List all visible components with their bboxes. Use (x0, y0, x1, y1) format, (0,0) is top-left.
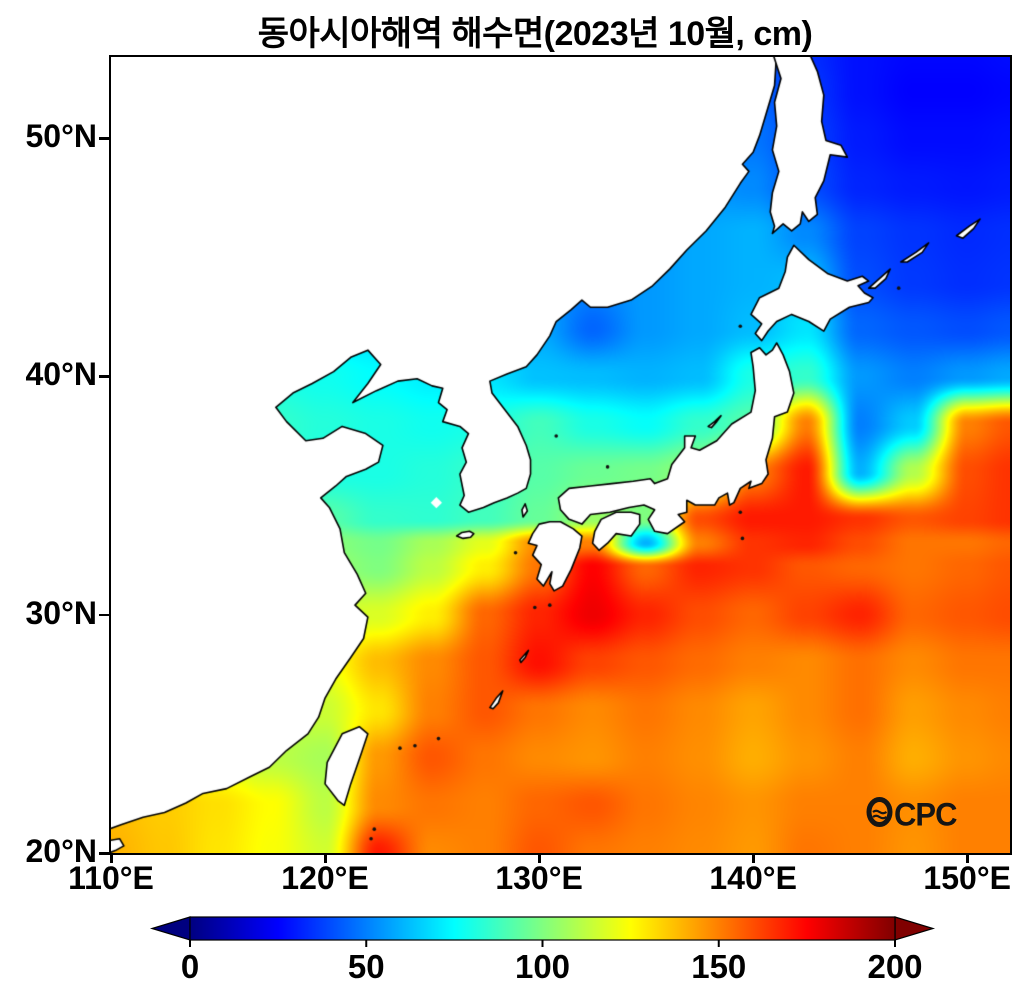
page-title: 동아시아해역 해수면(2023년 10월, cm) (257, 15, 813, 53)
y-tick-mark (99, 852, 110, 855)
x-tick-mark (538, 853, 541, 863)
colorbar (149, 916, 936, 947)
colorbar-tick-label: 100 (514, 948, 571, 985)
ocpc-logo-text: CPC (894, 796, 957, 833)
y-tick-label: 40°N (25, 356, 98, 393)
colorbar-tick-label: 0 (180, 948, 200, 985)
colorbar-left-arrow (149, 916, 191, 941)
y-tick-label: 30°N (25, 594, 98, 631)
x-tick-label: 140°E (709, 860, 797, 896)
sea-level-heatmap-canvas (111, 57, 1010, 853)
y-tick-label: 20°N (25, 833, 98, 869)
ocean-wave-icon (866, 797, 893, 832)
y-tick-label: 50°N (25, 118, 98, 155)
y-tick-mark (99, 613, 110, 617)
y-tick-mark (99, 137, 110, 140)
x-tick-label: 130°E (495, 860, 583, 896)
colorbar-tick-label: 50 (347, 948, 385, 985)
x-tick-mark (752, 853, 755, 863)
colorbar-gradient-bar (189, 916, 896, 941)
x-tick-label: 110°E (68, 860, 154, 896)
colorbar-tick-label: 200 (867, 948, 923, 985)
x-tick-label: 150°E (923, 860, 1011, 896)
x-tick-label: 120°E (281, 860, 369, 896)
y-tick-mark (99, 375, 110, 378)
colorbar-tick-label: 150 (691, 948, 747, 985)
colorbar-right-arrow (894, 916, 936, 941)
colorbar-ticks (189, 940, 896, 947)
x-tick-mark (324, 853, 327, 863)
x-tick-mark (110, 853, 113, 863)
x-tick-mark (966, 853, 969, 863)
ocpc-logo: CPC (866, 796, 957, 833)
